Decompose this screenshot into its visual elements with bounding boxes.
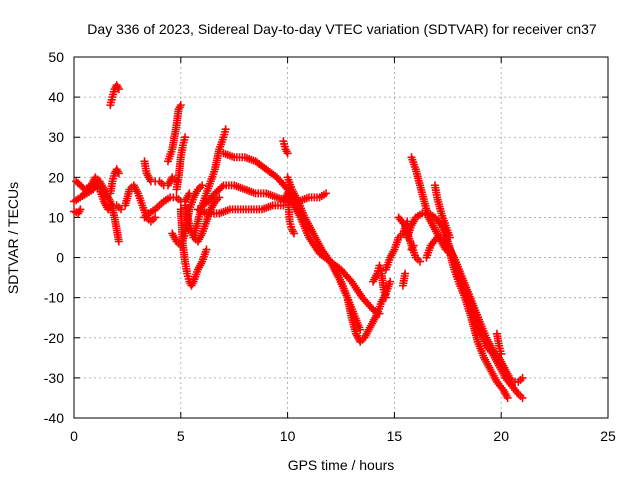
data-point [215, 193, 224, 202]
x-tick-label-1: 5 [177, 428, 185, 444]
data-point [151, 213, 160, 222]
series-track-32 [492, 329, 506, 358]
series-track-22 [330, 265, 365, 334]
data-point [416, 257, 425, 266]
series-track-24 [381, 217, 412, 274]
data-point [381, 293, 390, 302]
data-point [401, 269, 410, 278]
series-track-26 [398, 269, 410, 290]
x-tick-label-2: 10 [280, 428, 296, 444]
data-point [518, 393, 527, 402]
data-marks [70, 81, 527, 402]
data-point [497, 349, 506, 358]
data-point [221, 125, 230, 134]
series-track-14 [168, 181, 207, 250]
data-point [386, 277, 395, 286]
y-tick-label-5: 10 [48, 209, 64, 225]
series-track-31 [430, 181, 454, 242]
series-track-11 [172, 133, 190, 194]
y-tick-label-3: -10 [44, 290, 64, 306]
series-track-23 [369, 261, 390, 302]
y-tick-label-8: 40 [48, 89, 64, 105]
data-point [322, 189, 331, 198]
data-point [114, 85, 123, 94]
data-point [176, 101, 185, 110]
axis-ticks: 0 5 10 15 20 25 -40 -30 -20 -10 0 10 20 30 40 50 [44, 49, 616, 444]
y-axis-label: SDTVAR / TECUs [5, 182, 21, 294]
x-tick-label-0: 0 [70, 428, 78, 444]
data-point [445, 233, 454, 242]
data-point [114, 237, 123, 246]
data-point [198, 181, 207, 190]
x-tick-label-4: 20 [493, 428, 509, 444]
y-tick-label-7: 30 [48, 129, 64, 145]
series-track-8 [140, 157, 181, 190]
series-track-21 [283, 173, 395, 346]
series-track-5 [106, 81, 123, 110]
series-track-10 [163, 101, 185, 166]
data-point [181, 133, 190, 142]
series-track-7 [121, 181, 160, 226]
y-tick-label-9: 50 [48, 49, 64, 65]
series-track-27 [407, 241, 418, 254]
series-track-17 [193, 201, 288, 218]
y-tick-label-6: 20 [48, 169, 64, 185]
data-point [503, 393, 512, 402]
data-point [202, 245, 211, 254]
data-point [409, 241, 418, 250]
data-point [290, 229, 299, 238]
series-track-20 [279, 189, 299, 238]
data-point [114, 169, 123, 178]
data-point [283, 149, 292, 158]
data-point [99, 185, 108, 194]
chart-title: Day 336 of 2023, Sidereal Day-to-day VTE… [87, 21, 597, 37]
series-track-6 [106, 165, 123, 198]
data-point [185, 189, 194, 198]
data-point [356, 325, 365, 334]
y-tick-label-0: -40 [44, 410, 64, 426]
data-point [518, 373, 527, 382]
grid-lines [74, 57, 608, 418]
series-track-18 [219, 149, 384, 318]
series-track-4 [80, 173, 108, 198]
y-tick-label-1: -30 [44, 370, 64, 386]
data-point [76, 205, 85, 214]
series-track-3 [72, 177, 125, 214]
y-tick-label-4: 0 [56, 250, 64, 266]
y-tick-label-2: -20 [44, 330, 64, 346]
x-axis-label: GPS time / hours [288, 457, 395, 473]
plot-frame [73, 56, 609, 419]
series-track-9 [140, 189, 194, 222]
x-tick-label-3: 15 [387, 428, 403, 444]
data-point [116, 205, 125, 214]
series-track-30 [422, 233, 527, 386]
series-track-1 [70, 205, 85, 218]
series-track-19 [279, 137, 292, 158]
x-tick-label-5: 25 [600, 428, 616, 444]
